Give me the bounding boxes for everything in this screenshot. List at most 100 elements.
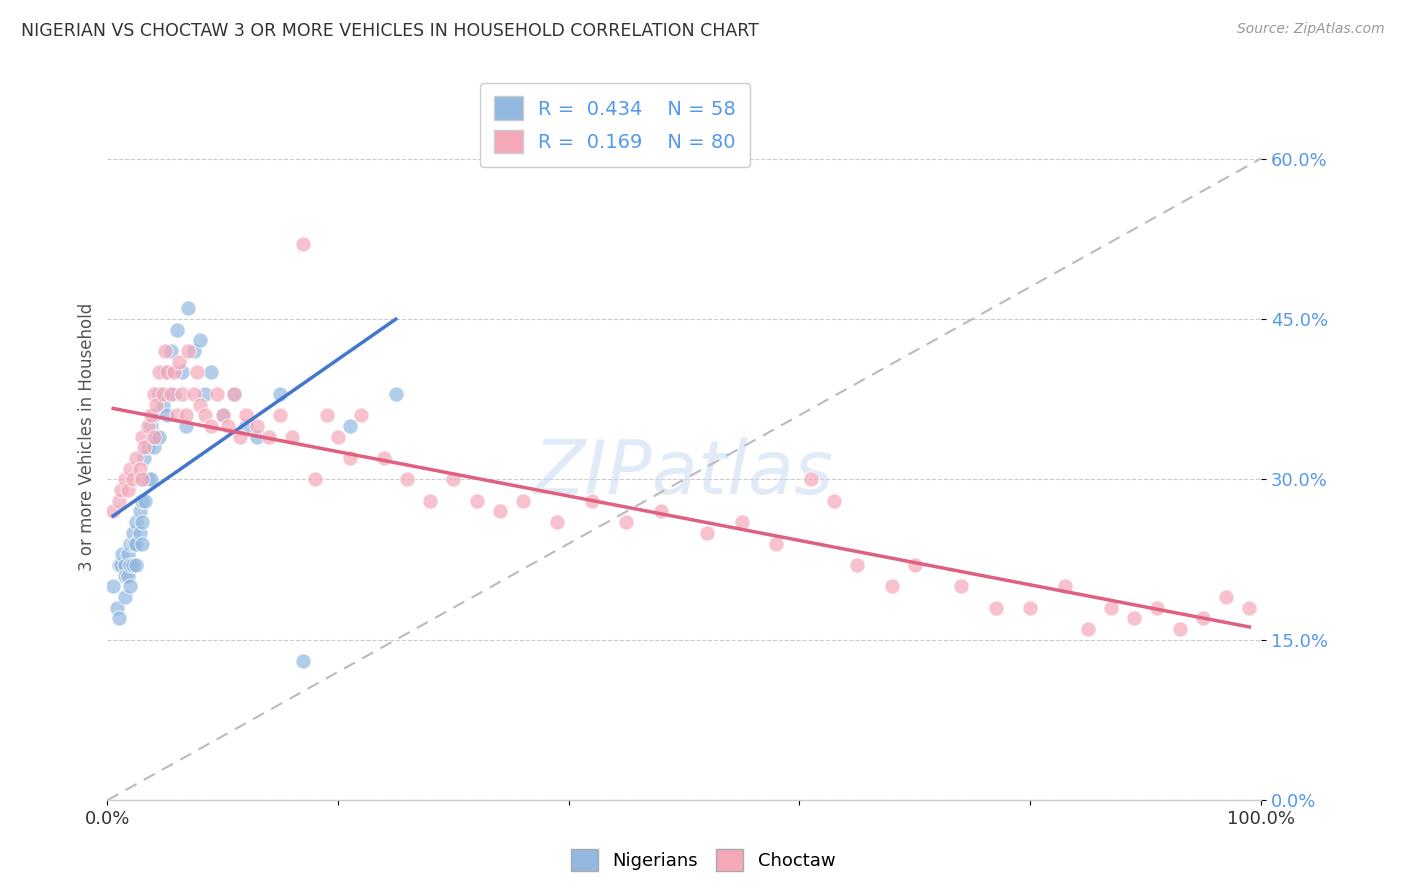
Point bbox=[117, 547, 139, 561]
Point bbox=[134, 493, 156, 508]
Point bbox=[350, 408, 373, 422]
Point bbox=[141, 472, 163, 486]
Point bbox=[235, 408, 257, 422]
Point bbox=[546, 515, 568, 529]
Point bbox=[159, 387, 181, 401]
Point bbox=[1168, 622, 1191, 636]
Point bbox=[1239, 600, 1261, 615]
Point bbox=[188, 334, 211, 348]
Text: ZIPatlas: ZIPatlas bbox=[534, 437, 834, 509]
Point bbox=[121, 472, 143, 486]
Point bbox=[292, 237, 315, 252]
Point bbox=[142, 440, 165, 454]
Point bbox=[145, 429, 167, 443]
Point bbox=[765, 536, 787, 550]
Point bbox=[650, 504, 672, 518]
Point bbox=[800, 472, 823, 486]
Point bbox=[148, 429, 170, 443]
Point bbox=[218, 418, 240, 433]
Point bbox=[108, 558, 131, 572]
Point bbox=[142, 408, 165, 422]
Point bbox=[125, 515, 148, 529]
Point bbox=[246, 418, 269, 433]
Text: Source: ZipAtlas.com: Source: ZipAtlas.com bbox=[1237, 22, 1385, 37]
Point bbox=[229, 429, 252, 443]
Point bbox=[131, 472, 153, 486]
Point bbox=[1192, 611, 1215, 625]
Point bbox=[188, 397, 211, 411]
Point bbox=[131, 472, 153, 486]
Point bbox=[131, 536, 153, 550]
Point bbox=[111, 547, 134, 561]
Point bbox=[121, 525, 143, 540]
Point bbox=[512, 493, 534, 508]
Point bbox=[396, 472, 419, 486]
Point bbox=[419, 493, 441, 508]
Point bbox=[131, 429, 153, 443]
Point bbox=[114, 568, 136, 582]
Point bbox=[163, 366, 186, 380]
Point bbox=[1077, 622, 1099, 636]
Point bbox=[339, 418, 361, 433]
Point bbox=[172, 387, 194, 401]
Point bbox=[163, 387, 186, 401]
Point bbox=[128, 461, 150, 475]
Point bbox=[488, 504, 510, 518]
Point bbox=[211, 408, 233, 422]
Point bbox=[200, 366, 222, 380]
Legend: R =  0.434    N = 58, R =  0.169    N = 80: R = 0.434 N = 58, R = 0.169 N = 80 bbox=[479, 83, 749, 167]
Point bbox=[904, 558, 927, 572]
Point bbox=[616, 515, 638, 529]
Point bbox=[166, 323, 188, 337]
Y-axis label: 3 or more Vehicles in Household: 3 or more Vehicles in Household bbox=[79, 302, 96, 571]
Point bbox=[117, 483, 139, 497]
Point bbox=[120, 579, 142, 593]
Point bbox=[384, 387, 406, 401]
Point bbox=[246, 429, 269, 443]
Point bbox=[177, 344, 200, 359]
Point bbox=[156, 408, 179, 422]
Point bbox=[1019, 600, 1042, 615]
Legend: Nigerians, Choctaw: Nigerians, Choctaw bbox=[564, 842, 842, 879]
Point bbox=[339, 450, 361, 465]
Point bbox=[167, 355, 190, 369]
Point bbox=[194, 387, 217, 401]
Point bbox=[186, 366, 208, 380]
Point bbox=[235, 418, 257, 433]
Point bbox=[156, 366, 179, 380]
Point bbox=[148, 387, 170, 401]
Point bbox=[128, 504, 150, 518]
Point bbox=[257, 429, 280, 443]
Point bbox=[101, 579, 124, 593]
Point bbox=[292, 654, 315, 668]
Point bbox=[141, 408, 163, 422]
Point bbox=[205, 387, 228, 401]
Point bbox=[326, 429, 349, 443]
Point bbox=[134, 440, 156, 454]
Point bbox=[304, 472, 326, 486]
Point bbox=[224, 387, 246, 401]
Point bbox=[136, 418, 159, 433]
Point bbox=[153, 344, 176, 359]
Point bbox=[134, 450, 156, 465]
Point bbox=[108, 611, 131, 625]
Point bbox=[1053, 579, 1076, 593]
Point bbox=[128, 525, 150, 540]
Point bbox=[131, 515, 153, 529]
Text: NIGERIAN VS CHOCTAW 3 OR MORE VEHICLES IN HOUSEHOLD CORRELATION CHART: NIGERIAN VS CHOCTAW 3 OR MORE VEHICLES I… bbox=[21, 22, 759, 40]
Point bbox=[142, 429, 165, 443]
Point bbox=[846, 558, 869, 572]
Point bbox=[183, 387, 205, 401]
Point bbox=[108, 493, 131, 508]
Point bbox=[114, 590, 136, 604]
Point bbox=[120, 461, 142, 475]
Point bbox=[373, 450, 395, 465]
Point bbox=[120, 558, 142, 572]
Point bbox=[153, 366, 176, 380]
Point bbox=[880, 579, 903, 593]
Point bbox=[211, 408, 233, 422]
Point bbox=[110, 483, 132, 497]
Point bbox=[1099, 600, 1122, 615]
Point bbox=[114, 558, 136, 572]
Point bbox=[281, 429, 304, 443]
